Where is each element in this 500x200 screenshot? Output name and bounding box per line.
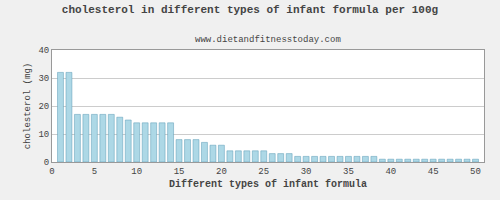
svg-text:20: 20 bbox=[38, 102, 49, 112]
svg-text:45: 45 bbox=[428, 167, 439, 177]
svg-text:15: 15 bbox=[174, 167, 185, 177]
svg-text:30: 30 bbox=[38, 74, 49, 84]
svg-text:30: 30 bbox=[301, 167, 312, 177]
svg-text:cholesterol in different types: cholesterol in different types of infant… bbox=[62, 4, 438, 16]
svg-text:cholesterol (mg): cholesterol (mg) bbox=[23, 63, 33, 149]
svg-text:www.dietandfitnesstoday.com: www.dietandfitnesstoday.com bbox=[195, 35, 341, 45]
svg-text:10: 10 bbox=[131, 167, 142, 177]
svg-text:0: 0 bbox=[44, 158, 49, 168]
svg-text:Different types of infant form: Different types of infant formula bbox=[169, 179, 367, 190]
svg-text:25: 25 bbox=[258, 167, 269, 177]
svg-text:10: 10 bbox=[38, 130, 49, 140]
svg-text:5: 5 bbox=[92, 167, 97, 177]
svg-text:0: 0 bbox=[49, 167, 54, 177]
svg-text:50: 50 bbox=[470, 167, 481, 177]
svg-text:40: 40 bbox=[38, 46, 49, 56]
svg-text:20: 20 bbox=[216, 167, 227, 177]
svg-text:35: 35 bbox=[343, 167, 354, 177]
svg-text:40: 40 bbox=[385, 167, 396, 177]
